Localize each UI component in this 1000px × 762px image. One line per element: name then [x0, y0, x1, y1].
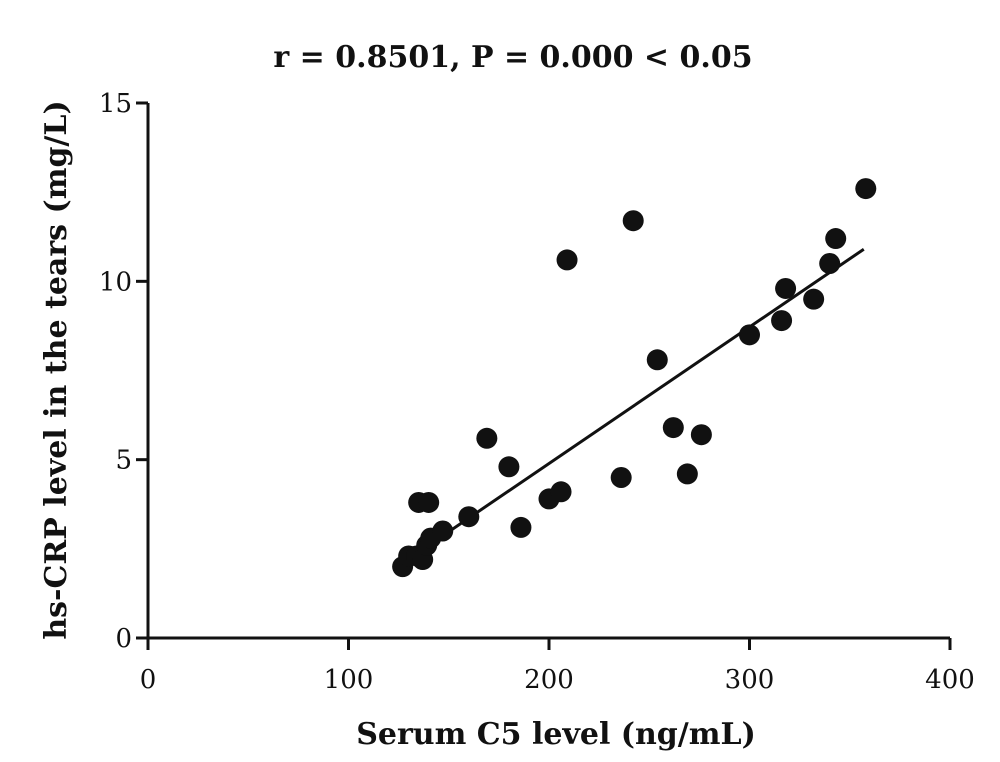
scatter-point	[610, 467, 632, 488]
scatter-point	[510, 516, 532, 538]
data-points	[392, 178, 877, 578]
x-axis-ticks: 0 100 200 300 400	[140, 638, 975, 695]
scatter-point	[498, 456, 520, 478]
y-tick-label: 15	[99, 89, 132, 119]
scatter-point	[825, 228, 847, 250]
scatter-point	[556, 249, 578, 271]
x-tick-label: 300	[725, 665, 775, 695]
scatter-point	[803, 288, 825, 310]
x-tick-label: 0	[140, 665, 157, 695]
scatter-point	[662, 417, 684, 439]
scatter-point	[819, 253, 841, 274]
trendline	[401, 247, 865, 565]
trendline-layer	[401, 247, 865, 565]
x-tick-label: 100	[324, 665, 374, 695]
scatter-point	[458, 506, 480, 528]
scatter-point	[550, 481, 572, 503]
y-axis-label: hs-CRP level in the tears (mg/L)	[39, 100, 74, 639]
scatter-point	[775, 277, 797, 299]
scatter-point	[676, 463, 698, 485]
scatter-point	[418, 491, 440, 513]
scatter-point	[476, 427, 498, 449]
x-tick-label: 400	[925, 665, 975, 695]
scatter-point	[771, 310, 793, 332]
chart-title: r = 0.8501, P = 0.000 < 0.05	[273, 40, 752, 75]
scatter-point	[646, 349, 668, 371]
scatter-point	[622, 210, 644, 232]
scatter-point	[855, 178, 877, 200]
scatter-point	[690, 424, 712, 446]
x-axis-label: Serum C5 level (ng/mL)	[356, 717, 756, 752]
y-axis-ticks: 0 5 10 15	[99, 89, 148, 654]
y-tick-label: 10	[99, 267, 132, 297]
x-tick-label: 200	[524, 665, 574, 695]
scatter-point	[432, 520, 454, 542]
y-tick-label: 0	[115, 624, 132, 654]
y-tick-label: 5	[115, 446, 132, 476]
scatter-point	[739, 324, 760, 346]
